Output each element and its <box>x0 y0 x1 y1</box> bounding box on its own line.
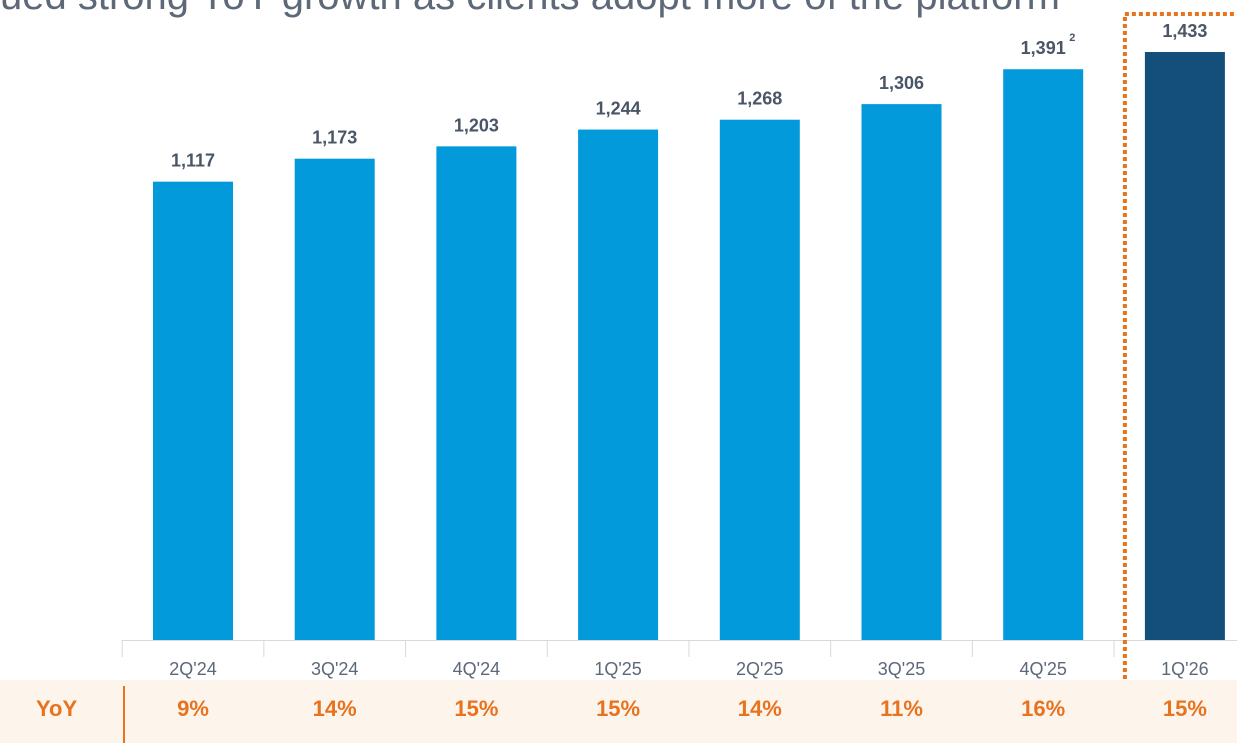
yoy-value: 15% <box>596 696 641 721</box>
yoy-divider <box>123 686 125 743</box>
bar-value-label: 1,173 <box>312 128 357 148</box>
bar-2 <box>436 146 517 641</box>
bar-value-label: 1,244 <box>596 99 641 119</box>
yoy-band <box>0 680 1237 743</box>
x-tick-label: 1Q'25 <box>594 659 641 679</box>
bar-value-label: 1,117 <box>171 151 215 171</box>
yoy-value: 11% <box>880 696 923 721</box>
yoy-value: 9% <box>177 696 209 721</box>
bar-value-label: 1,203 <box>454 115 499 135</box>
bar-4 <box>719 119 800 641</box>
bar-value-label: 1,433 <box>1162 21 1207 41</box>
bar-7 <box>1144 52 1225 640</box>
bar-0 <box>153 181 233 640</box>
bar-3 <box>578 129 659 640</box>
yoy-value: 15% <box>454 696 499 721</box>
yoy-value: 16% <box>1021 696 1066 721</box>
bar-5 <box>861 104 942 641</box>
yoy-value: 14% <box>737 696 782 721</box>
x-tick-label: 3Q'24 <box>311 659 358 679</box>
yoy-value: 14% <box>312 696 357 721</box>
footnote-marker: 2 <box>1069 32 1075 44</box>
bar-1 <box>294 158 375 640</box>
x-tick-label: 1Q'26 <box>1161 659 1208 679</box>
bar-value-label: 1,268 <box>737 89 782 109</box>
yoy-value: 15% <box>1162 696 1207 721</box>
x-tick-label: 4Q'24 <box>453 659 500 679</box>
slide-headline: ued strong YoY growth as clients adopt m… <box>0 0 1060 19</box>
x-tick-label: 4Q'25 <box>1019 659 1066 679</box>
bar-chart: 1,117 2Q'24 1,173 3Q'24 1,203 4Q'24 1,244 1Q'25… <box>121 12 1237 680</box>
yoy-label: YoY <box>36 696 78 721</box>
x-tick-label: 2Q'24 <box>169 659 216 679</box>
bar-value-label: 1,391 <box>1021 38 1066 58</box>
x-tick-label: 2Q'25 <box>736 659 783 679</box>
highlight-outline <box>1122 12 1237 680</box>
x-tick-label: 3Q'25 <box>878 659 925 679</box>
bar-6 <box>1003 69 1084 641</box>
bar-value-label: 1,306 <box>879 73 924 93</box>
